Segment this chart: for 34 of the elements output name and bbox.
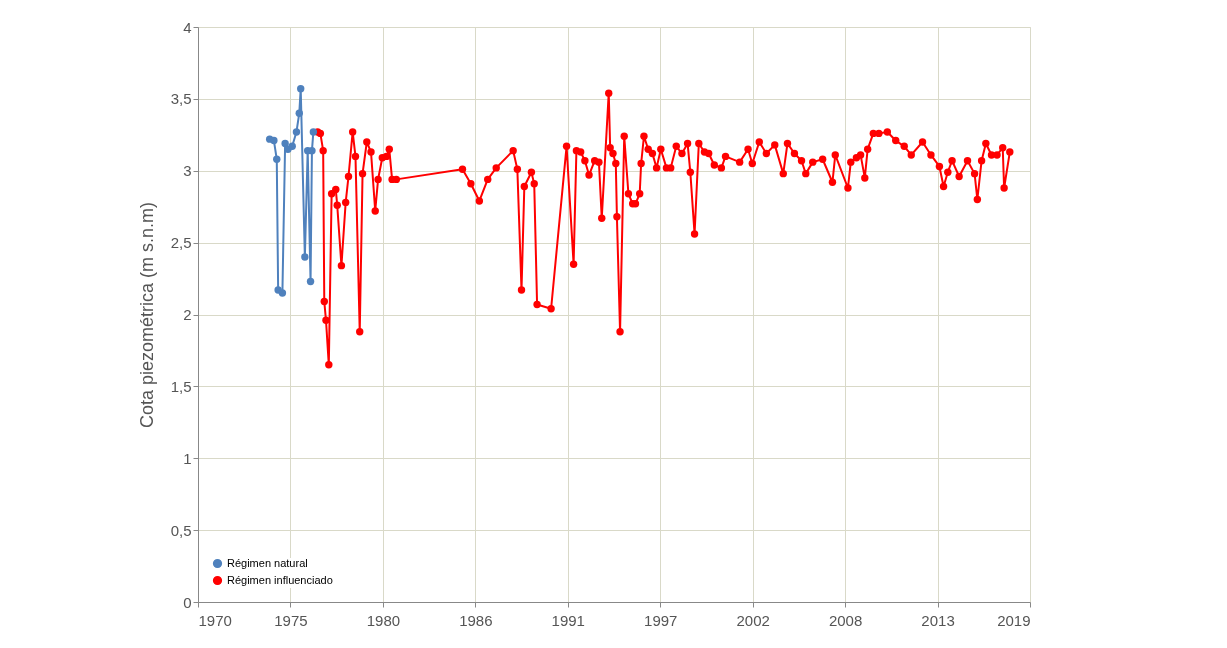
point — [292, 128, 301, 136]
point — [297, 85, 305, 93]
point — [295, 109, 303, 117]
x-tick-label: 2019 — [997, 611, 1031, 629]
x-tick-label: 2008 — [828, 611, 863, 629]
y-tick-label: 0,5 — [170, 521, 192, 539]
y-tick-label: 1,5 — [170, 377, 192, 395]
y-tick-label: 2,5 — [170, 234, 192, 252]
y-tick-label: 4 — [183, 18, 192, 36]
y-tick-label: 1 — [183, 449, 192, 467]
x-tick-label: 2013 — [921, 611, 955, 629]
point — [278, 289, 287, 297]
x-tick-label: 1986 — [459, 611, 493, 629]
point — [281, 139, 289, 148]
y-tick-label: 3,5 — [170, 90, 192, 108]
point — [308, 146, 316, 155]
x-tick-label: 1991 — [551, 611, 585, 629]
point — [301, 253, 309, 261]
point — [288, 142, 296, 151]
x-tick-label: 1970 — [198, 611, 232, 629]
x-tick-label: 1980 — [366, 611, 401, 629]
legend-label: Régimen influenciado — [227, 573, 333, 586]
point — [309, 128, 318, 136]
y-axis-title: Cota piezométrica (m s.n.m) — [136, 201, 157, 429]
x-tick-label: 1997 — [644, 611, 678, 629]
point — [270, 136, 278, 145]
point — [306, 277, 315, 286]
y-tick-label: 0 — [183, 593, 192, 611]
y-tick-label: 3 — [183, 162, 192, 180]
y-tick-label: 2 — [183, 306, 192, 323]
x-tick-label: 2002 — [736, 611, 770, 629]
point — [273, 155, 281, 163]
x-tick-label: 1975 — [274, 611, 308, 629]
legend-label: Régimen natural — [227, 556, 308, 569]
